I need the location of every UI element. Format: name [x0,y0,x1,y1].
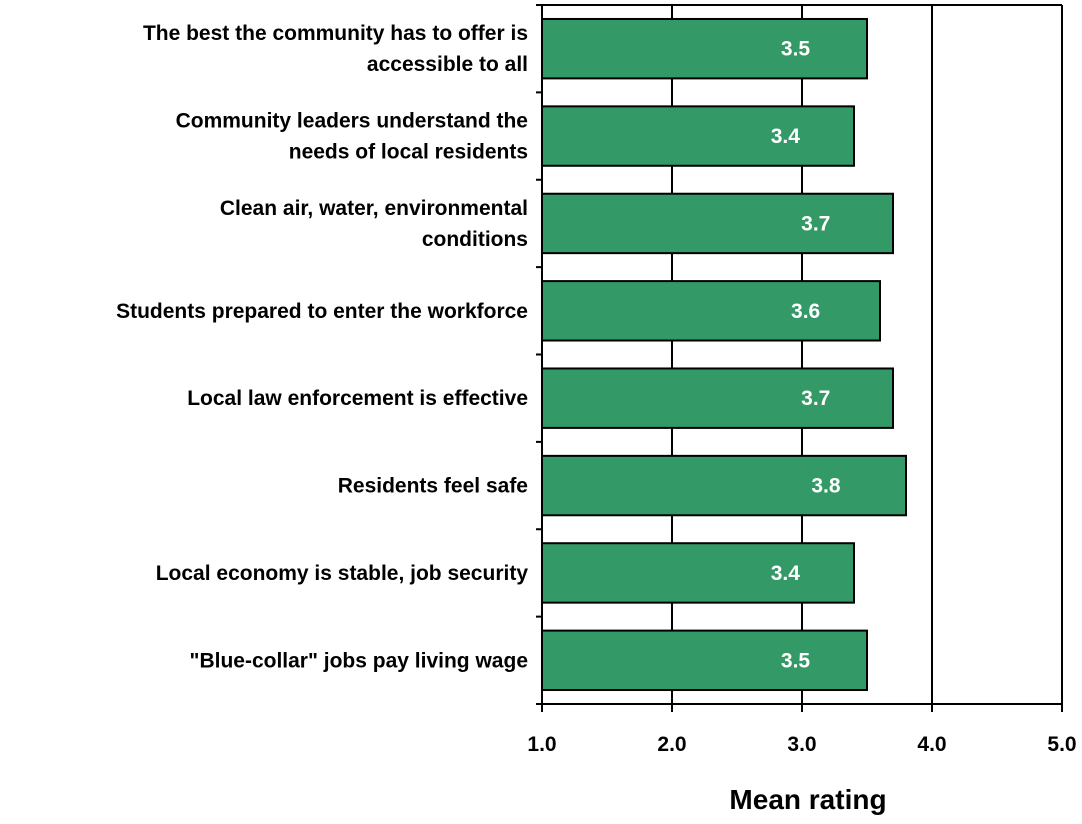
data-label: 3.5 [781,649,811,672]
bar [541,105,855,167]
x-tick-label: 3.0 [787,733,816,756]
x-tick-label: 4.0 [917,733,946,756]
category-label: Clean air, water, environmental [220,197,528,220]
x-tick-label: 2.0 [657,733,686,756]
data-label: 3.7 [801,387,830,410]
data-label: 3.5 [781,38,811,61]
data-label: 3.8 [811,475,841,498]
plot-frame [536,4,1063,712]
category-label: Students prepared to enter the workforce [116,300,528,323]
category-label: conditions [422,228,528,251]
bar [541,280,881,342]
category-label: accessible to all [367,53,528,76]
bar [541,454,907,517]
x-tick-label: 5.0 [1047,733,1076,756]
x-axis-title: Mean rating [729,784,886,815]
category-label: Local economy is stable, job security [156,562,529,585]
x-tick-label: 1.0 [527,733,556,756]
bars [541,17,907,692]
bar [541,17,868,80]
data-label: 3.4 [771,562,801,585]
category-label: Community leaders understand the [176,110,528,133]
category-label: "Blue-collar" jobs pay living wage [190,649,529,672]
bar [541,629,868,692]
category-label: needs of local residents [289,141,528,164]
data-label: 3.7 [801,212,830,235]
category-label: The best the community has to offer is [143,22,528,45]
bar [541,542,855,604]
bar [541,367,894,429]
category-label: Residents feel safe [338,475,528,498]
bar [541,192,894,255]
data-label: 3.4 [771,125,801,148]
labels: 3.5 The best the community has to offer i… [116,22,1077,756]
data-label: 3.6 [791,300,820,323]
category-label: Local law enforcement is effective [187,387,528,410]
